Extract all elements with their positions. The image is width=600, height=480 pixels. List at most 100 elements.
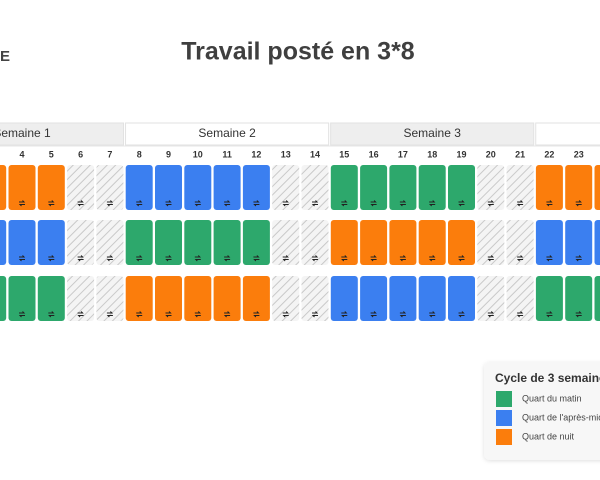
rotation-icon xyxy=(487,200,495,207)
rotation-icon xyxy=(575,311,582,318)
shift-cell xyxy=(565,220,593,265)
rest-day-cell xyxy=(301,276,329,321)
rest-day-cell xyxy=(477,220,505,265)
day-label: 10 xyxy=(193,149,203,159)
rotation-icon xyxy=(370,200,377,207)
legend-title: Cycle de 3 semaines xyxy=(495,371,600,385)
rotation-icon xyxy=(18,255,26,262)
rotation-icon xyxy=(106,200,114,207)
shift-cell xyxy=(565,165,593,210)
rotation-icon xyxy=(165,200,172,207)
shift-cell xyxy=(418,220,446,265)
shift-cell xyxy=(0,276,7,321)
rest-day-cell xyxy=(506,165,534,210)
rotation-icon xyxy=(399,255,407,262)
rotation-icon xyxy=(165,255,172,262)
rotation-icon xyxy=(253,255,260,262)
day-label: 6 xyxy=(78,149,83,159)
shift-cell xyxy=(184,220,212,265)
rotation-icon xyxy=(18,200,26,207)
shift-cell xyxy=(184,165,212,210)
rotation-icon xyxy=(546,200,553,207)
shift-cell xyxy=(418,276,446,321)
shift-cell xyxy=(360,276,388,321)
shift-cell xyxy=(389,165,417,210)
week-header-bg xyxy=(330,122,535,146)
rotation-icon xyxy=(18,311,26,318)
day-label: 21 xyxy=(515,149,525,159)
rotation-icon xyxy=(282,311,289,318)
rotation-icon xyxy=(311,311,319,318)
rotation-icon xyxy=(341,255,348,262)
shift-cell xyxy=(125,220,153,265)
rotation-icon xyxy=(106,255,114,262)
rest-day-cell xyxy=(67,165,95,210)
rotation-icon xyxy=(135,311,143,318)
rotation-icon xyxy=(516,255,524,262)
rest-day-cell xyxy=(272,220,300,265)
shift-cell xyxy=(594,165,600,210)
rotation-icon xyxy=(48,200,55,207)
legend xyxy=(484,362,600,460)
day-label: 17 xyxy=(398,149,408,159)
rest-day-cell xyxy=(477,276,505,321)
day-label: 18 xyxy=(427,149,437,159)
shift-cell xyxy=(155,276,182,321)
day-label: 5 xyxy=(49,149,54,159)
shift-cell xyxy=(37,220,65,265)
rotation-icon xyxy=(516,200,524,207)
rotation-icon xyxy=(575,200,582,207)
rotation-icon xyxy=(546,311,553,318)
shift-cell xyxy=(8,276,36,321)
shift-cell xyxy=(213,165,241,210)
day-label: 4 xyxy=(19,149,24,159)
rest-day-cell xyxy=(67,276,95,321)
shift-cell xyxy=(8,165,36,210)
rotation-icon xyxy=(428,255,436,262)
rotation-icon xyxy=(311,200,319,207)
shift-cell xyxy=(0,220,7,265)
rest-day-cell xyxy=(477,165,505,210)
shift-cell xyxy=(37,276,65,321)
rotation-icon xyxy=(458,200,465,207)
rotation-icon xyxy=(487,311,495,318)
rotation-icon xyxy=(253,311,260,318)
rotation-icon xyxy=(223,200,231,207)
rotation-icon xyxy=(77,200,84,207)
shift-cell xyxy=(242,220,270,265)
shift-cell xyxy=(242,276,270,321)
legend-label: Quart du matin xyxy=(522,393,582,403)
rest-day-cell xyxy=(96,276,124,321)
shift-cell xyxy=(8,220,36,265)
logo: E xyxy=(0,48,10,65)
rotation-icon xyxy=(165,311,172,318)
rest-day-cell xyxy=(506,276,534,321)
rotation-icon xyxy=(194,200,202,207)
rotation-icon xyxy=(370,255,377,262)
shift-cell xyxy=(330,220,358,265)
day-label: 16 xyxy=(369,149,379,159)
rotation-icon xyxy=(575,255,582,262)
rest-day-cell xyxy=(67,220,95,265)
week-header-bg xyxy=(0,122,125,146)
day-label: 8 xyxy=(137,149,142,159)
shift-cell xyxy=(184,276,212,321)
day-label: 7 xyxy=(107,149,112,159)
shift-cell xyxy=(330,165,358,210)
legend-label: Quart de l'après-midi xyxy=(522,412,600,422)
shift-cell xyxy=(535,276,563,321)
week-header: Semaine 1 xyxy=(0,126,51,140)
shift-cell xyxy=(418,165,446,210)
shift-cell xyxy=(565,276,593,321)
week-header-bg xyxy=(535,122,600,146)
rotation-icon xyxy=(135,255,143,262)
rotation-icon xyxy=(399,311,407,318)
day-label: 9 xyxy=(166,149,171,159)
shift-cell xyxy=(0,165,7,210)
rotation-icon xyxy=(135,200,143,207)
rotation-icon xyxy=(341,311,348,318)
rotation-icon xyxy=(223,255,231,262)
rotation-icon xyxy=(48,311,55,318)
shift-cell xyxy=(213,276,241,321)
